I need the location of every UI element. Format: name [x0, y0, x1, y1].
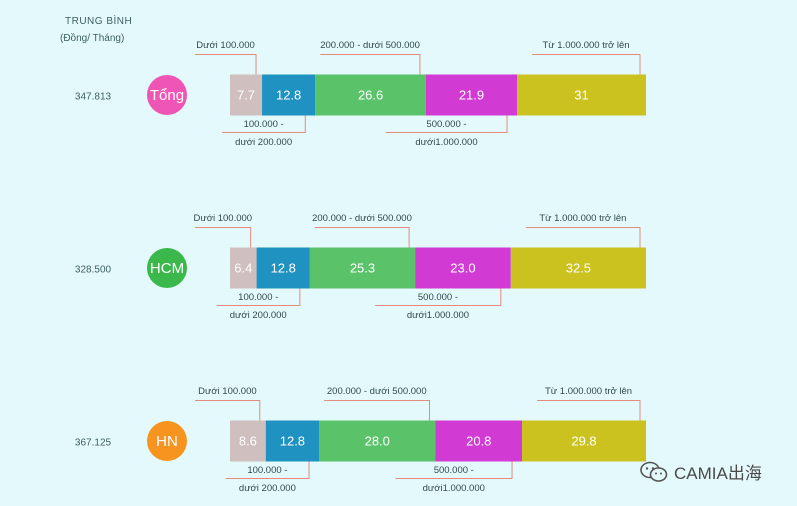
average-header-unit: (Đồng/ Tháng) — [60, 33, 125, 44]
segment-value-label: 12.8 — [276, 87, 301, 102]
callout-label: Từ 1.000.000 trở lên — [539, 213, 626, 224]
callout-label: dưới1.000.000 — [407, 310, 469, 321]
segment-value-label: 12.8 — [280, 433, 305, 448]
average-value: 347.813 — [75, 92, 112, 103]
callout-leader-line — [320, 54, 421, 75]
callout-label: Dưới 100.000 — [194, 213, 253, 224]
callout-leader-line — [216, 288, 301, 306]
callout-label: 100.000 - — [238, 292, 278, 303]
callout-leader-line — [222, 115, 306, 133]
bar-segment — [415, 247, 511, 289]
segment-value-label: 6.4 — [234, 260, 252, 275]
callout-label: Từ 1.000.000 trở lên — [545, 386, 632, 397]
segment-value-label: 28.0 — [365, 433, 390, 448]
region-badge-label: HCM — [150, 260, 184, 277]
callout-label: dưới1.000.000 — [423, 483, 485, 494]
callout-label: 500.000 - — [426, 119, 466, 130]
bar-segment — [315, 74, 426, 116]
callout-label: 500.000 - — [434, 465, 474, 476]
average-header-title: TRUNG BÌNH — [65, 16, 133, 27]
region-badge — [147, 248, 187, 288]
bar-segment — [425, 74, 518, 116]
callout-leader-line — [525, 227, 641, 248]
segment-value-label: 26.6 — [358, 87, 383, 102]
callout-leader-line — [195, 227, 252, 248]
segment-value-label: 7.7 — [237, 87, 255, 102]
bar-segment — [230, 420, 266, 462]
callout-label: Dưới 100.000 — [196, 40, 255, 51]
callout-label: dưới1.000.000 — [415, 137, 477, 148]
callout-label: 200.000 - dưới 500.000 — [327, 386, 427, 397]
callout-leader-line — [375, 288, 502, 306]
segment-value-label: 12.8 — [271, 260, 296, 275]
bar-segment — [230, 74, 263, 116]
bar-segment — [256, 247, 310, 289]
callout-leader-line — [195, 54, 257, 75]
callout-leader-line — [532, 54, 641, 75]
bar-segment — [319, 420, 436, 462]
callout-leader-line — [537, 400, 641, 421]
segment-value-label: 20.8 — [466, 433, 491, 448]
average-value: 328.500 — [75, 265, 112, 276]
watermark-text: CAMIA出海 — [674, 464, 762, 483]
average-value: 367.125 — [75, 438, 112, 449]
callout-leader-line — [395, 461, 513, 479]
segment-value-label: 31 — [574, 87, 588, 102]
callout-leader-line — [385, 115, 508, 133]
callout-label: 200.000 - dưới 500.000 — [320, 40, 420, 51]
segment-value-label: 25.3 — [350, 260, 375, 275]
bar-segment — [309, 247, 416, 289]
bar-segment — [517, 74, 646, 116]
segment-value-label: 8.6 — [239, 433, 257, 448]
region-badge-label: Tổng — [150, 87, 184, 104]
callout-label: 100.000 - — [247, 465, 287, 476]
bar-segment — [262, 74, 316, 116]
bar-segment — [522, 420, 646, 462]
segment-value-label: 23.0 — [450, 260, 475, 275]
callout-label: Từ 1.000.000 trở lên — [542, 40, 629, 51]
bar-segment — [510, 247, 646, 289]
region-badge — [147, 421, 187, 461]
bar-segment — [435, 420, 523, 462]
callout-leader-line — [324, 400, 431, 421]
segment-value-label: 29.8 — [571, 433, 596, 448]
segment-value-label: 21.9 — [459, 87, 484, 102]
callout-label: dưới 200.000 — [239, 483, 296, 494]
wechat-icon — [640, 461, 668, 482]
region-badge-label: HN — [156, 433, 178, 450]
segment-value-label: 32.5 — [566, 260, 591, 275]
bar-segment — [265, 420, 320, 462]
callout-leader-line — [314, 227, 410, 248]
callout-label: Dưới 100.000 — [198, 386, 257, 397]
callout-label: dưới 200.000 — [235, 137, 292, 148]
callout-leader-line — [195, 400, 261, 421]
callout-label: 200.000 - dưới 500.000 — [312, 213, 412, 224]
region-badge — [147, 75, 187, 115]
callout-label: 100.000 - — [244, 119, 284, 130]
callout-label: 500.000 - — [418, 292, 458, 303]
watermark: CAMIA出海 — [640, 459, 762, 484]
bar-segment — [230, 247, 257, 289]
callout-label: dưới 200.000 — [230, 310, 287, 321]
callout-leader-line — [225, 461, 310, 479]
